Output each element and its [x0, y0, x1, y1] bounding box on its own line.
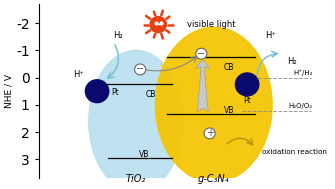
Circle shape	[204, 128, 215, 139]
Circle shape	[85, 80, 109, 103]
Text: −: −	[197, 49, 205, 59]
Ellipse shape	[89, 50, 183, 189]
Text: g-C₃N₄: g-C₃N₄	[198, 174, 229, 184]
Text: visible light: visible light	[187, 20, 236, 29]
Text: CB: CB	[146, 90, 156, 99]
Text: TiO₂: TiO₂	[126, 174, 146, 184]
Text: Pt: Pt	[111, 88, 119, 97]
Circle shape	[135, 64, 146, 75]
Ellipse shape	[155, 27, 272, 182]
Text: oxidation reaction: oxidation reaction	[262, 149, 327, 155]
Text: H⁺/H₂: H⁺/H₂	[293, 69, 313, 76]
Text: CB: CB	[223, 63, 234, 72]
Text: −: −	[136, 64, 144, 74]
Circle shape	[236, 73, 259, 96]
Text: +: +	[206, 128, 214, 138]
Text: H₂: H₂	[113, 31, 123, 40]
Y-axis label: NHE / V: NHE / V	[4, 74, 13, 108]
Text: Pt: Pt	[243, 96, 251, 105]
Text: H⁺: H⁺	[265, 31, 276, 40]
Circle shape	[196, 48, 207, 59]
Circle shape	[149, 16, 167, 33]
Text: H₂O/O₂: H₂O/O₂	[288, 103, 313, 109]
Text: VB: VB	[139, 150, 149, 159]
Text: H⁺: H⁺	[74, 70, 84, 79]
Text: VB: VB	[223, 106, 234, 115]
Text: H₂: H₂	[287, 57, 296, 66]
